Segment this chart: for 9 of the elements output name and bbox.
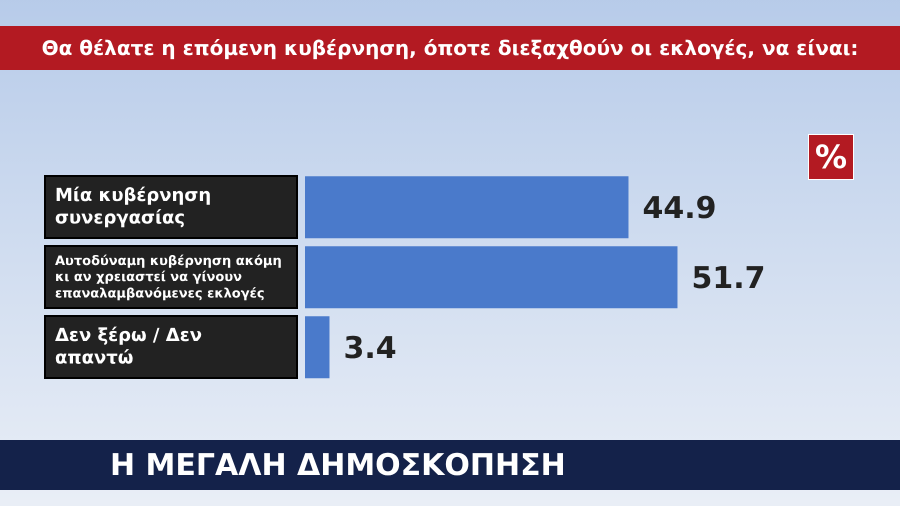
y-tick-label: Αυτοδύναμη κυβέρνηση ακόμη κι αν χρειαστεί να γίνουν επαναλαμβανόμενες εκλογές	[55, 253, 282, 301]
chart-title: Θα θέλατε η επόμενη κυβέρνηση, όποτε διεξαχθούν οι εκλογές, να είναι:	[0, 26, 900, 70]
data-label: 44.9	[642, 190, 717, 226]
y-tick-label: Μία κυβέρνηση συνεργασίας	[55, 184, 212, 228]
x-axis-title: %	[808, 134, 854, 180]
y-tick-label: Δεν ξέρω / Δεν απαντώ	[55, 324, 202, 368]
data-label: 3.4	[343, 330, 397, 366]
text: Η ΜΕΓΑΛΗ ΔΗΜΟΣΚΟΠΗΣΗ	[110, 448, 566, 482]
data-label: 51.7	[691, 260, 766, 296]
